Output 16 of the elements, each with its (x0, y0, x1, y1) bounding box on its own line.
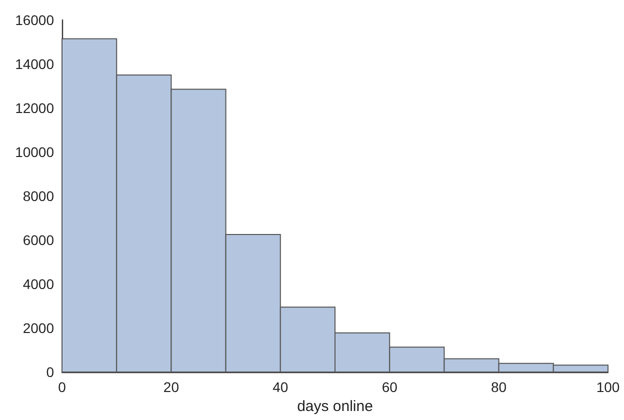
x-tick-label: 100 (596, 379, 620, 395)
x-tick-label: 80 (491, 379, 507, 395)
y-tick-label: 6000 (22, 232, 54, 248)
y-tick-label: 0 (46, 364, 54, 380)
y-tick-label: 4000 (22, 276, 54, 292)
x-tick-label: 40 (272, 379, 288, 395)
x-tick-label: 60 (382, 379, 398, 395)
y-tick-label: 14000 (15, 56, 54, 72)
y-tick-label: 8000 (22, 188, 54, 204)
x-tick-label: 0 (58, 379, 66, 395)
x-tick-label: 20 (163, 379, 180, 395)
y-tick-label: 12000 (15, 100, 54, 116)
y-tick-label: 16000 (15, 12, 54, 28)
y-tick-label: 10000 (15, 144, 54, 160)
x-axis-title: days online (297, 398, 373, 415)
y-tick-label: 2000 (22, 320, 54, 336)
